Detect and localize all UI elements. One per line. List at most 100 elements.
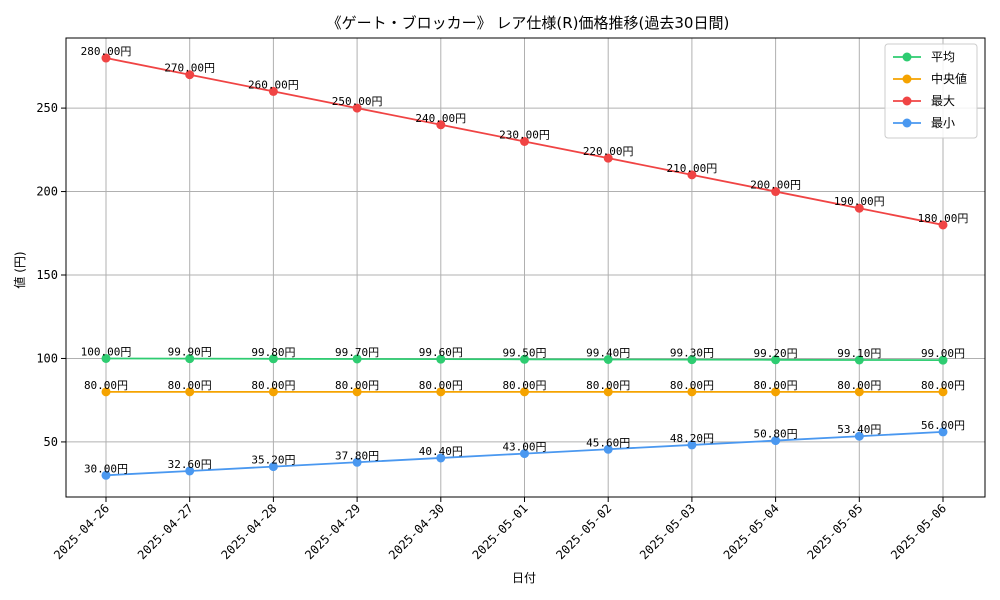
data-point <box>854 355 864 365</box>
data-point <box>603 153 613 163</box>
data-point <box>938 387 948 397</box>
legend-label: 平均 <box>931 50 955 64</box>
data-point <box>268 354 278 364</box>
data-label: 80.00円 <box>502 379 546 392</box>
data-point <box>687 387 697 397</box>
y-axis-label: 値 (円) <box>12 251 27 288</box>
data-point <box>268 387 278 397</box>
data-label: 80.00円 <box>335 379 379 392</box>
data-label: 190.00円 <box>834 195 885 208</box>
data-label: 99.20円 <box>754 347 798 360</box>
data-point <box>185 354 195 364</box>
data-label: 80.00円 <box>251 379 295 392</box>
data-label: 32.60円 <box>168 458 212 471</box>
data-label: 80.00円 <box>168 379 212 392</box>
data-point <box>101 387 111 397</box>
data-label: 99.70円 <box>335 346 379 359</box>
data-label: 240.00円 <box>415 112 466 125</box>
data-label: 48.20円 <box>670 432 714 445</box>
y-tick-label: 50 <box>44 435 58 449</box>
data-point <box>687 170 697 180</box>
data-label: 280.00円 <box>81 45 132 58</box>
legend-marker <box>902 52 912 62</box>
data-point <box>938 427 948 437</box>
data-label: 80.00円 <box>84 379 128 392</box>
data-label: 40.40円 <box>419 445 463 458</box>
data-point <box>520 354 529 364</box>
legend-marker <box>902 96 912 106</box>
legend-label: 中央値 <box>931 71 967 86</box>
series-layer: 100.00円 99.90円 99.80円 99.70円 99.60円 99.50円 99.… <box>81 45 969 480</box>
data-label: 80.00円 <box>754 379 798 392</box>
legend-label: 最大 <box>931 94 955 108</box>
legend-box <box>884 43 978 139</box>
data-label: 30.00円 <box>84 462 128 475</box>
legend-label: 最小 <box>931 116 955 130</box>
data-label: 270.00円 <box>164 62 215 75</box>
data-point <box>687 355 697 365</box>
data-point <box>436 453 446 463</box>
data-label: 210.00円 <box>667 162 718 175</box>
data-point <box>854 431 864 441</box>
y-tick-label: 250 <box>36 101 58 115</box>
data-label: 80.00円 <box>586 379 630 392</box>
data-point <box>603 444 613 454</box>
data-label: 100.00円 <box>81 345 132 358</box>
data-point <box>520 136 529 146</box>
data-point <box>938 220 948 230</box>
data-label: 43.00円 <box>502 441 546 454</box>
data-point <box>771 355 781 365</box>
data-point <box>687 440 697 450</box>
data-label: 180.00円 <box>918 212 969 225</box>
data-point <box>185 387 195 397</box>
data-label: 99.40円 <box>586 346 630 359</box>
data-point <box>938 355 948 365</box>
data-label: 99.30円 <box>670 347 714 360</box>
data-point <box>854 387 864 397</box>
data-label: 200.00円 <box>750 179 801 192</box>
data-point <box>436 354 446 364</box>
chart-title: 《ゲート・ブロッカー》 レア仕様(R)価格推移(過去30日間) <box>327 14 730 32</box>
legend-marker <box>902 74 912 84</box>
data-point <box>268 462 278 472</box>
data-point <box>185 466 195 476</box>
data-point <box>185 70 195 80</box>
data-point <box>436 120 446 130</box>
legend-marker <box>902 118 912 128</box>
data-label: 45.60円 <box>586 436 630 449</box>
data-label: 80.00円 <box>670 379 714 392</box>
data-point <box>771 187 781 197</box>
data-label: 80.00円 <box>921 379 965 392</box>
data-point <box>352 387 362 397</box>
data-label: 99.80円 <box>251 346 295 359</box>
data-label: 80.00円 <box>837 379 881 392</box>
grid-lines <box>66 38 985 497</box>
data-label: 35.20円 <box>251 454 295 467</box>
data-label: 99.00円 <box>921 347 965 360</box>
data-point <box>854 203 864 213</box>
data-label: 37.80円 <box>335 449 379 462</box>
data-label: 260.00円 <box>248 78 299 91</box>
data-point <box>352 354 362 364</box>
data-label: 53.40円 <box>837 423 881 436</box>
data-point <box>520 387 529 397</box>
data-point <box>268 86 278 96</box>
data-point <box>603 354 613 364</box>
data-point <box>771 387 781 397</box>
x-axis-label: 日付 <box>512 571 536 585</box>
data-label: 230.00円 <box>499 128 550 141</box>
plot-frame <box>65 37 986 498</box>
data-label: 220.00円 <box>583 145 634 158</box>
data-label: 99.60円 <box>419 346 463 359</box>
data-label: 56.00円 <box>921 419 965 432</box>
data-point <box>520 449 529 459</box>
y-tick-label: 100 <box>36 351 58 365</box>
data-point <box>436 387 446 397</box>
data-label: 80.00円 <box>419 379 463 392</box>
y-tick-label: 200 <box>36 185 58 199</box>
data-point <box>771 436 781 446</box>
data-point <box>352 457 362 467</box>
data-label: 250.00円 <box>332 95 383 108</box>
y-tick-label: 150 <box>36 268 58 282</box>
